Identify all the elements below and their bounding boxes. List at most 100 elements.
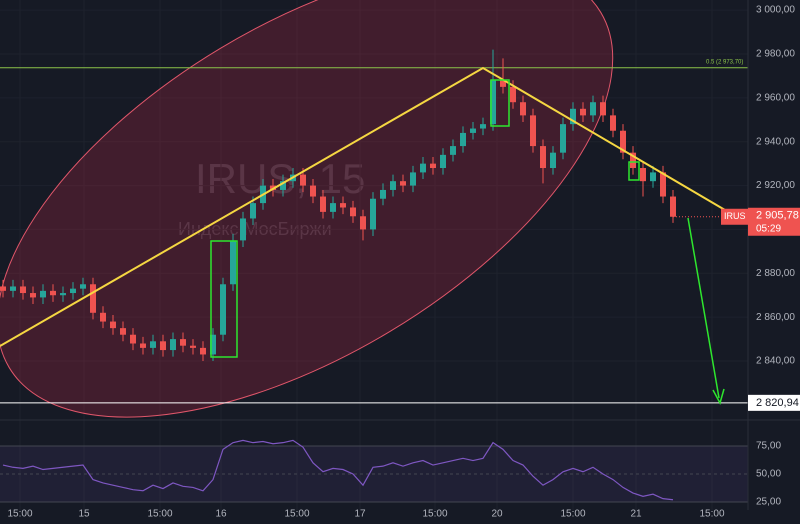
- level-label: 2 820,94: [756, 397, 799, 409]
- candle-body: [170, 339, 176, 351]
- candle-body: [490, 80, 496, 125]
- candle-body: [90, 284, 96, 313]
- candle-body: [390, 181, 396, 190]
- candle-body: [590, 102, 596, 116]
- x-tick-label: 15:00: [7, 509, 32, 520]
- candle-body: [140, 343, 146, 348]
- x-tick-label: 17: [354, 509, 366, 520]
- x-tick-label: 21: [630, 509, 642, 520]
- y-tick-label: 2 860,00: [756, 312, 795, 323]
- last-price-label: 2 905,78: [756, 210, 799, 222]
- candle-body: [60, 293, 66, 296]
- watermark-subtitle: Индекс МосБиржи: [178, 219, 332, 239]
- box-drawing: [490, 79, 510, 127]
- candle-body: [210, 334, 216, 355]
- candle-body: [370, 198, 376, 230]
- candle-body: [410, 172, 416, 186]
- candle-body: [190, 345, 196, 348]
- rsi-line: [2, 439, 674, 501]
- candle-body: [470, 128, 476, 133]
- box-drawing: [628, 161, 640, 181]
- candle-body: [80, 284, 86, 289]
- candle-body: [120, 328, 126, 335]
- candle-body: [600, 102, 606, 116]
- candle-body: [70, 288, 76, 294]
- candle-body: [400, 181, 406, 186]
- candle-body: [40, 290, 46, 298]
- candle-body: [10, 286, 16, 291]
- candle-body: [320, 196, 326, 212]
- candle-body: [570, 108, 576, 125]
- candle-body: [30, 293, 36, 298]
- candle-body: [280, 181, 286, 190]
- trend-line: [0, 66, 726, 347]
- arrow-drawing: [687, 217, 720, 399]
- x-tick-label: 15:00: [560, 509, 585, 520]
- candle-body: [560, 124, 566, 153]
- candle-body: [610, 115, 616, 131]
- rsi-tick-label: 50,00: [756, 469, 781, 480]
- x-tick-label: 15: [78, 509, 90, 520]
- symbol-tag: [721, 208, 748, 225]
- candle-body: [250, 203, 256, 219]
- candle-body: [240, 218, 246, 241]
- candle-body: [430, 163, 436, 169]
- candle-body: [110, 321, 116, 329]
- candle-body: [230, 240, 236, 285]
- candle-body: [200, 347, 206, 355]
- candle-body: [150, 341, 156, 348]
- candle-body: [500, 80, 506, 87]
- y-tick-label: 2 940,00: [756, 136, 795, 147]
- x-tick-label: 15:00: [699, 509, 724, 520]
- y-tick-label: 2 980,00: [756, 49, 795, 60]
- candle-body: [20, 286, 26, 294]
- candle-body: [310, 185, 316, 197]
- candle-body: [630, 152, 636, 169]
- candle-body: [440, 154, 446, 169]
- watermark: IRUS, 15: [195, 155, 365, 202]
- arrow-head: [712, 388, 725, 405]
- rsi-tick-label: 25,00: [756, 497, 781, 508]
- candle-body: [420, 163, 426, 173]
- ellipse-drawing: [0, 0, 614, 418]
- candle-body: [50, 290, 56, 296]
- y-tick-label: 2 880,00: [756, 268, 795, 279]
- candle-body: [540, 146, 546, 169]
- level-label: 0.5 (2 973,70): [706, 59, 743, 65]
- price-tag: [748, 207, 800, 236]
- candle-body: [300, 174, 306, 186]
- candle-body: [340, 203, 346, 208]
- candle-body: [160, 341, 166, 351]
- y-tick-label: 3 000,00: [756, 5, 795, 16]
- candle-body: [360, 216, 366, 230]
- candle-body: [670, 196, 676, 217]
- candle-body: [350, 207, 356, 217]
- candle-body: [130, 334, 136, 344]
- candle-body: [510, 86, 516, 103]
- x-tick-label: 15:00: [147, 509, 172, 520]
- rsi-tick-label: 75,00: [756, 441, 781, 452]
- candle-body: [660, 172, 666, 197]
- candle-body: [580, 108, 586, 116]
- x-tick-label: 16: [215, 509, 227, 520]
- countdown: 05:29: [756, 223, 781, 234]
- candle-body: [530, 115, 536, 147]
- symbol-label: IRUS: [724, 211, 746, 221]
- y-tick-label: 2 840,00: [756, 356, 795, 367]
- candle-body: [460, 132, 466, 147]
- x-tick-label: 15:00: [422, 509, 447, 520]
- level-tag: [748, 394, 800, 411]
- candle-body: [480, 124, 486, 129]
- candle-body: [0, 286, 6, 291]
- y-tick-label: 2 920,00: [756, 180, 795, 191]
- box-drawing: [210, 240, 238, 358]
- candle-body: [550, 152, 556, 169]
- candle-body: [650, 172, 656, 182]
- candle-body: [450, 146, 456, 155]
- candle-body: [380, 189, 386, 199]
- y-tick-label: 2 960,00: [756, 92, 795, 103]
- x-tick-label: 15:00: [284, 509, 309, 520]
- candle-body: [640, 168, 646, 182]
- candle-body: [180, 339, 186, 346]
